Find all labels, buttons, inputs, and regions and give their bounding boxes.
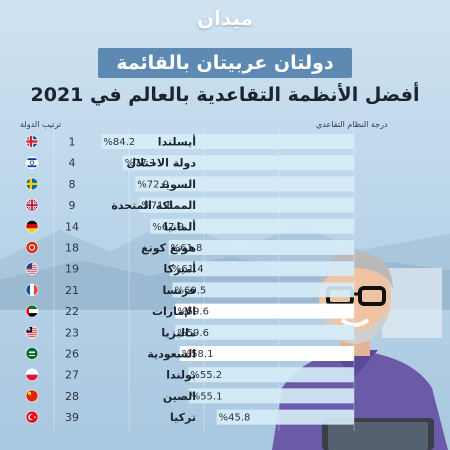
data-label: %45.8 <box>219 413 251 424</box>
chart-subtitle: أفضل الأنظمة التقاعدية بالعالم في 2021 <box>30 84 420 106</box>
data-label: %71.6 <box>141 201 173 212</box>
bar <box>179 346 354 361</box>
israel-flag <box>26 156 38 169</box>
country-label: أميركا <box>164 262 196 276</box>
malaysia-flag <box>26 326 38 339</box>
france-flag <box>26 283 38 296</box>
country-label: ماليزيا <box>161 326 196 339</box>
bar <box>169 261 354 277</box>
country-label: السعودية <box>147 348 196 361</box>
rank-label: 27 <box>65 369 79 382</box>
data-label: %72.9 <box>137 179 169 190</box>
country-label: المملكة المتحدة <box>111 199 196 212</box>
country-label: فرنسا <box>163 284 197 297</box>
saudi-flag <box>26 347 38 360</box>
chart-row: %84.2 أيسلندا 1 <box>25 134 355 149</box>
data-label: %67.9 <box>152 222 184 233</box>
bar <box>101 134 355 149</box>
data-label: %84.2 <box>103 137 135 148</box>
country-label: دولة الاحتلال <box>127 157 197 170</box>
bar <box>150 218 354 234</box>
brand-logo: ميدان <box>196 6 254 30</box>
rank-label: 4 <box>69 157 76 170</box>
rank-label: 26 <box>65 348 79 361</box>
country-label: الصين <box>163 390 196 403</box>
bar <box>135 176 354 192</box>
data-label: %59.6 <box>177 328 209 339</box>
uae-flag <box>26 305 38 318</box>
usa-flag <box>26 262 38 275</box>
rank-label: 39 <box>65 411 79 424</box>
germany-flag <box>26 220 38 233</box>
country-label: بولندا <box>166 369 196 382</box>
rank-label: 9 <box>69 199 76 212</box>
rank-label: 28 <box>65 390 79 403</box>
country-label: تركيا <box>170 411 196 424</box>
data-label: %58.1 <box>182 349 214 360</box>
bar <box>188 367 354 383</box>
headline: دولتان عربيتان بالقائمة <box>116 52 334 74</box>
rank-label: 21 <box>65 284 79 297</box>
chart-gridlines <box>53 128 355 431</box>
bar <box>172 282 354 298</box>
rank-label: 19 <box>65 263 79 276</box>
data-label: %55.2 <box>190 370 222 381</box>
rank-label: 1 <box>69 136 76 149</box>
rank-label: 22 <box>65 305 79 318</box>
data-label: %77.1 <box>125 158 157 169</box>
headline-box: دولتان عربيتان بالقائمة <box>98 48 352 78</box>
country-label: هونغ كونغ <box>141 242 196 255</box>
hongkong-flag <box>26 241 38 254</box>
turkey-flag <box>26 411 38 424</box>
bar <box>122 155 354 171</box>
data-label: %60.5 <box>175 285 207 296</box>
rank-label: 14 <box>65 220 79 233</box>
bar <box>188 388 354 404</box>
rank-label: 18 <box>65 242 79 255</box>
data-label: %61.8 <box>171 243 203 254</box>
uk-flag <box>26 199 38 212</box>
score-column-label: درجة النظام التقاعدي <box>316 120 388 129</box>
bar <box>168 240 354 255</box>
poland-flag <box>26 368 38 381</box>
bar <box>175 324 354 340</box>
bar <box>139 197 354 213</box>
iceland-flag <box>26 135 38 148</box>
data-label: %61.4 <box>172 264 204 275</box>
chart-row: %45.8 تركيا 39 <box>25 409 354 425</box>
bar <box>216 409 354 425</box>
china-flag <box>26 389 38 402</box>
country-label: السويد <box>160 178 196 191</box>
data-label: %59.6 <box>177 307 209 318</box>
data-label: %55.1 <box>191 391 223 402</box>
country-label: الإمارات <box>152 305 196 318</box>
rank-column-label: ترتيب الدولة <box>20 120 62 129</box>
rank-label: 8 <box>69 178 76 191</box>
sweden-flag <box>26 177 38 190</box>
rank-label: 23 <box>65 326 79 339</box>
country-label: أيسلندا <box>158 135 196 149</box>
bar <box>175 303 354 319</box>
country-label: ألمانيا <box>164 219 196 233</box>
